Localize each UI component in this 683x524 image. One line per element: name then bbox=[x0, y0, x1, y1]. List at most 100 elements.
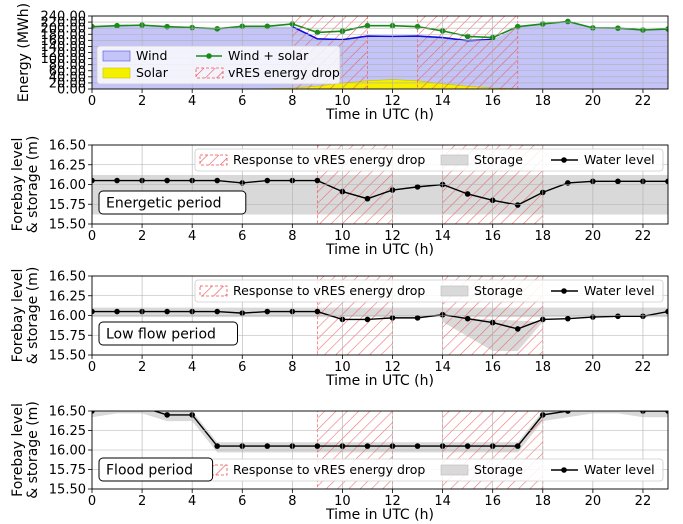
legend-label-response: Response to vRES energy drop bbox=[233, 462, 425, 477]
x-axis-label: Time in UTC (h) bbox=[325, 373, 434, 389]
x-tick-label: 4 bbox=[188, 360, 196, 375]
combo-point bbox=[665, 26, 668, 32]
legend-label-solar: Solar bbox=[136, 65, 169, 80]
legend-swatch-response bbox=[199, 464, 228, 476]
legend-box bbox=[194, 148, 664, 172]
x-tick-label: 20 bbox=[585, 494, 602, 509]
combo-point bbox=[264, 23, 271, 30]
x-tick-label: 8 bbox=[288, 494, 296, 509]
x-tick-label: 18 bbox=[535, 494, 552, 509]
y-tick-label: 16.25 bbox=[49, 424, 86, 439]
x-tick-label: 14 bbox=[434, 360, 451, 375]
water-level-point bbox=[114, 308, 120, 315]
legend-marker-water bbox=[561, 288, 567, 294]
legend-swatch-response bbox=[199, 154, 228, 166]
y-tick-label: 120.00 bbox=[41, 46, 87, 61]
combo-point bbox=[414, 23, 421, 30]
y-tick-label: 220.00 bbox=[41, 16, 87, 31]
legend-swatch-solar bbox=[102, 67, 131, 79]
y-tick-label: 20.00 bbox=[49, 76, 86, 91]
combo-point bbox=[314, 29, 321, 36]
x-tick-label: 6 bbox=[238, 94, 246, 109]
legend-box bbox=[96, 45, 341, 85]
x-axis-label: Time in UTC (h) bbox=[325, 507, 434, 523]
panel-2: 0 2 4 6 8 10 12 14 16 18 20 22 15.50 15.75 16.00 16.25 1… bbox=[10, 136, 669, 258]
x-tick-label: 20 bbox=[585, 360, 602, 375]
legend-label-storage: Storage bbox=[474, 462, 523, 477]
water-level-point bbox=[314, 177, 321, 184]
x-tick-label: 16 bbox=[484, 494, 501, 509]
legend-swatch-storage bbox=[440, 464, 469, 476]
water-level-point bbox=[214, 308, 221, 315]
x-tick-label: 4 bbox=[188, 94, 196, 109]
legend-label-wind: Wind bbox=[136, 48, 167, 63]
x-tick-label: 22 bbox=[635, 360, 652, 375]
x-tick-label: 2 bbox=[138, 360, 146, 375]
water-level-point bbox=[364, 443, 371, 449]
y-tick-label: 15.75 bbox=[49, 329, 86, 344]
combo-point bbox=[164, 23, 170, 30]
water-level-point bbox=[264, 177, 271, 184]
period-label-box bbox=[98, 321, 238, 346]
x-tick-label: 16 bbox=[484, 94, 501, 109]
legend-swatch-storage bbox=[440, 154, 469, 166]
water-level-point bbox=[665, 308, 668, 315]
x-tick-label: 16 bbox=[484, 229, 501, 244]
x-tick-label: 20 bbox=[585, 229, 602, 244]
water-level-point bbox=[92, 177, 95, 184]
legend-label-response: Response to vRES energy drop bbox=[233, 283, 425, 298]
x-tick-label: 4 bbox=[188, 494, 196, 509]
combo-line bbox=[92, 20, 668, 39]
legend-label-water: Water level bbox=[584, 283, 655, 298]
combo-point bbox=[214, 25, 221, 32]
y-tick-label: 15.75 bbox=[49, 198, 86, 213]
x-tick-label: 10 bbox=[334, 360, 351, 375]
y-tick-label: 140.00 bbox=[41, 40, 87, 55]
water-level-point bbox=[665, 178, 668, 185]
legend: Response to vRES energy drop Storage Water… bbox=[194, 279, 664, 303]
water-level-point bbox=[264, 308, 271, 315]
y-tick-label: 200.00 bbox=[41, 22, 87, 37]
x-tick-label: 12 bbox=[384, 494, 401, 509]
y-tick-label: 16.25 bbox=[49, 158, 86, 173]
legend: Response to vRES energy drop Storage Water… bbox=[194, 148, 664, 172]
panel-1: 0 2 4 6 8 10 12 14 16 18 20 220.0020.0040.0060.0080… bbox=[16, 3, 669, 123]
x-tick-label: 12 bbox=[384, 229, 401, 244]
y-tick-label: 15.50 bbox=[49, 483, 86, 498]
y-tick-label: 16.50 bbox=[49, 139, 86, 154]
water-level-point bbox=[665, 411, 668, 414]
x-tick-label: 0 bbox=[88, 229, 96, 244]
water-level-point bbox=[114, 177, 120, 184]
water-level-point bbox=[364, 316, 371, 323]
y-tick-label: 15.50 bbox=[49, 349, 86, 364]
x-tick-label: 22 bbox=[635, 94, 652, 109]
water-level-point bbox=[114, 404, 120, 410]
legend-swatch-drop bbox=[195, 67, 224, 79]
water-level-point bbox=[514, 443, 521, 449]
legend: Wind Solar Wind + solar vRES energy drop bbox=[96, 45, 341, 85]
x-tick-label: 22 bbox=[635, 229, 652, 244]
water-level-line bbox=[92, 411, 668, 447]
y-axis-label-line-2: & storage (m) bbox=[25, 136, 41, 234]
combo-point bbox=[114, 22, 120, 29]
legend-label-combo: Wind + solar bbox=[228, 48, 309, 63]
y-tick-label: 16.00 bbox=[49, 444, 86, 459]
water-level-point bbox=[414, 184, 421, 190]
y-tick-label: 160.00 bbox=[41, 34, 87, 49]
x-tick-label: 18 bbox=[535, 360, 552, 375]
x-tick-label: 10 bbox=[334, 494, 351, 509]
x-tick-label: 14 bbox=[434, 94, 451, 109]
x-tick-label: 14 bbox=[434, 494, 451, 509]
water-level-point bbox=[164, 308, 170, 315]
y-tick-label: 180.00 bbox=[41, 28, 87, 43]
x-tick-label: 0 bbox=[88, 494, 96, 509]
water-level-point bbox=[514, 326, 521, 332]
water-level-point bbox=[565, 411, 571, 414]
water-level-point bbox=[139, 404, 145, 410]
x-tick-label: 8 bbox=[288, 94, 296, 109]
water-level-point bbox=[615, 404, 621, 410]
y-tick-label: 40.00 bbox=[49, 70, 86, 85]
water-level-point bbox=[414, 443, 421, 449]
x-tick-label: 10 bbox=[334, 229, 351, 244]
